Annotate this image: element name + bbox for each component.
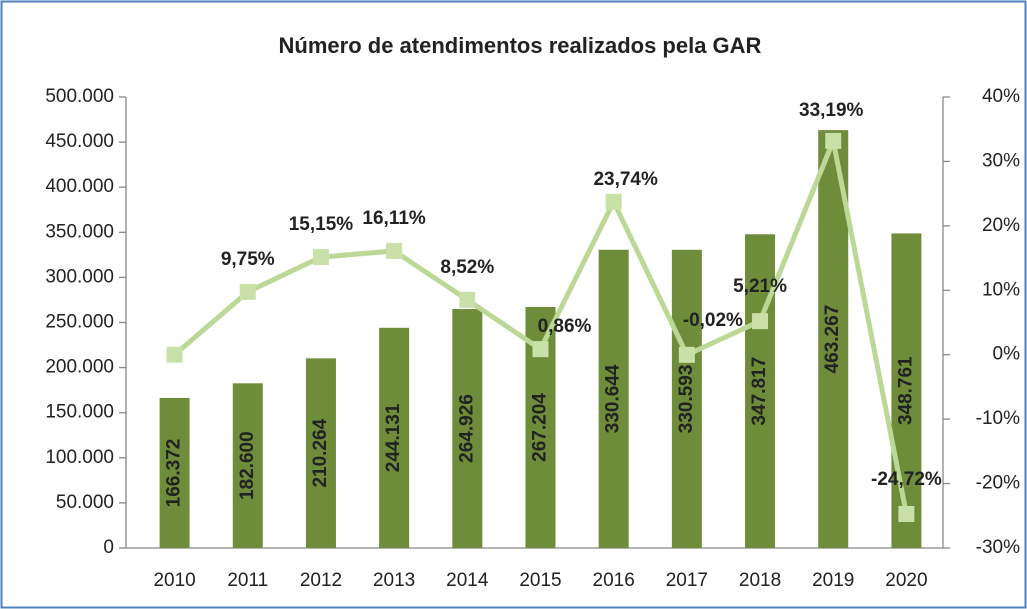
bar-value-label: 264.926	[456, 394, 477, 463]
line-value-label: 9,75%	[221, 249, 275, 270]
y-tick-label: 250.000	[45, 312, 114, 333]
line-marker	[386, 242, 403, 259]
line-value-label: -24,72%	[871, 469, 942, 490]
line-value-label: 23,74%	[593, 169, 658, 190]
bar	[305, 358, 336, 548]
y2-tick-label: -10%	[976, 408, 1020, 429]
y-tick-label: 400.000	[45, 176, 114, 197]
x-tick-label: 2014	[446, 570, 489, 591]
x-tick-label: 2012	[300, 570, 342, 591]
y-tick-label: 500.000	[45, 86, 114, 107]
x-tick-label: 2016	[593, 570, 635, 591]
y-tick-label: 100.000	[45, 447, 114, 468]
bar-value-label: 347.817	[749, 357, 770, 426]
line-marker	[605, 193, 622, 210]
y-tick-label: 300.000	[45, 266, 114, 287]
line-marker	[678, 346, 695, 363]
bar-value-label: 166.372	[164, 439, 185, 508]
line-marker	[166, 346, 183, 363]
y2-tick-label: 40%	[982, 86, 1020, 107]
x-tick-label: 2017	[666, 570, 708, 591]
line-value-label: -0,02%	[683, 310, 743, 331]
bar-value-label: 244.131	[383, 403, 404, 472]
bar	[452, 309, 483, 548]
y2-tick-label: -30%	[976, 537, 1020, 558]
line-value-label: 8,52%	[440, 257, 494, 278]
line-marker	[312, 249, 329, 266]
bar-value-label: 330.644	[603, 364, 624, 433]
line-marker	[532, 341, 549, 358]
x-tick-label: 2010	[153, 570, 195, 591]
bar-value-label: 348.761	[895, 356, 916, 425]
y-tick-label: 200.000	[45, 357, 114, 378]
x-tick-label: 2011	[227, 570, 268, 591]
y-tick-label: 150.000	[45, 402, 114, 423]
line-marker	[752, 313, 769, 330]
x-tick-label: 2013	[373, 570, 415, 591]
bar-value-label: 330.593	[676, 365, 697, 434]
line-value-label: 0,86%	[538, 316, 592, 337]
line-marker	[239, 283, 256, 300]
bar-value-label: 182.600	[237, 431, 258, 500]
bar-value-label: 210.264	[310, 418, 331, 487]
y-tick-label: 0	[103, 537, 114, 558]
y2-tick-label: -20%	[976, 473, 1020, 494]
bar	[671, 249, 702, 548]
chart-title: Número de atendimentos realizados pela G…	[279, 33, 762, 58]
line-value-label: 15,15%	[289, 214, 354, 235]
y2-tick-label: 10%	[982, 279, 1020, 300]
line-value-label: 5,21%	[733, 276, 787, 297]
x-tick-label: 2015	[519, 570, 561, 591]
y-tick-label: 350.000	[45, 221, 114, 242]
bar	[232, 383, 263, 548]
y2-tick-label: 20%	[982, 215, 1020, 236]
y-tick-label: 50.000	[56, 492, 114, 513]
x-tick-label: 2018	[739, 570, 781, 591]
line-value-label: 16,11%	[362, 208, 425, 229]
bar	[379, 327, 410, 548]
line-marker	[459, 291, 476, 308]
y-tick-label: 450.000	[45, 131, 114, 152]
x-tick-label: 2019	[812, 570, 854, 591]
bar	[891, 233, 922, 548]
line-value-label: 33,19%	[799, 100, 864, 121]
bar-value-label: 463.267	[822, 305, 843, 374]
y2-tick-label: 30%	[982, 150, 1020, 171]
bar-value-label: 267.204	[530, 393, 551, 462]
bar	[745, 234, 776, 548]
bar	[159, 397, 190, 548]
y2-tick-label: 0%	[993, 344, 1021, 365]
bar	[598, 249, 629, 549]
line-marker	[898, 505, 915, 522]
line-marker	[825, 132, 842, 149]
x-tick-label: 2020	[885, 570, 927, 591]
